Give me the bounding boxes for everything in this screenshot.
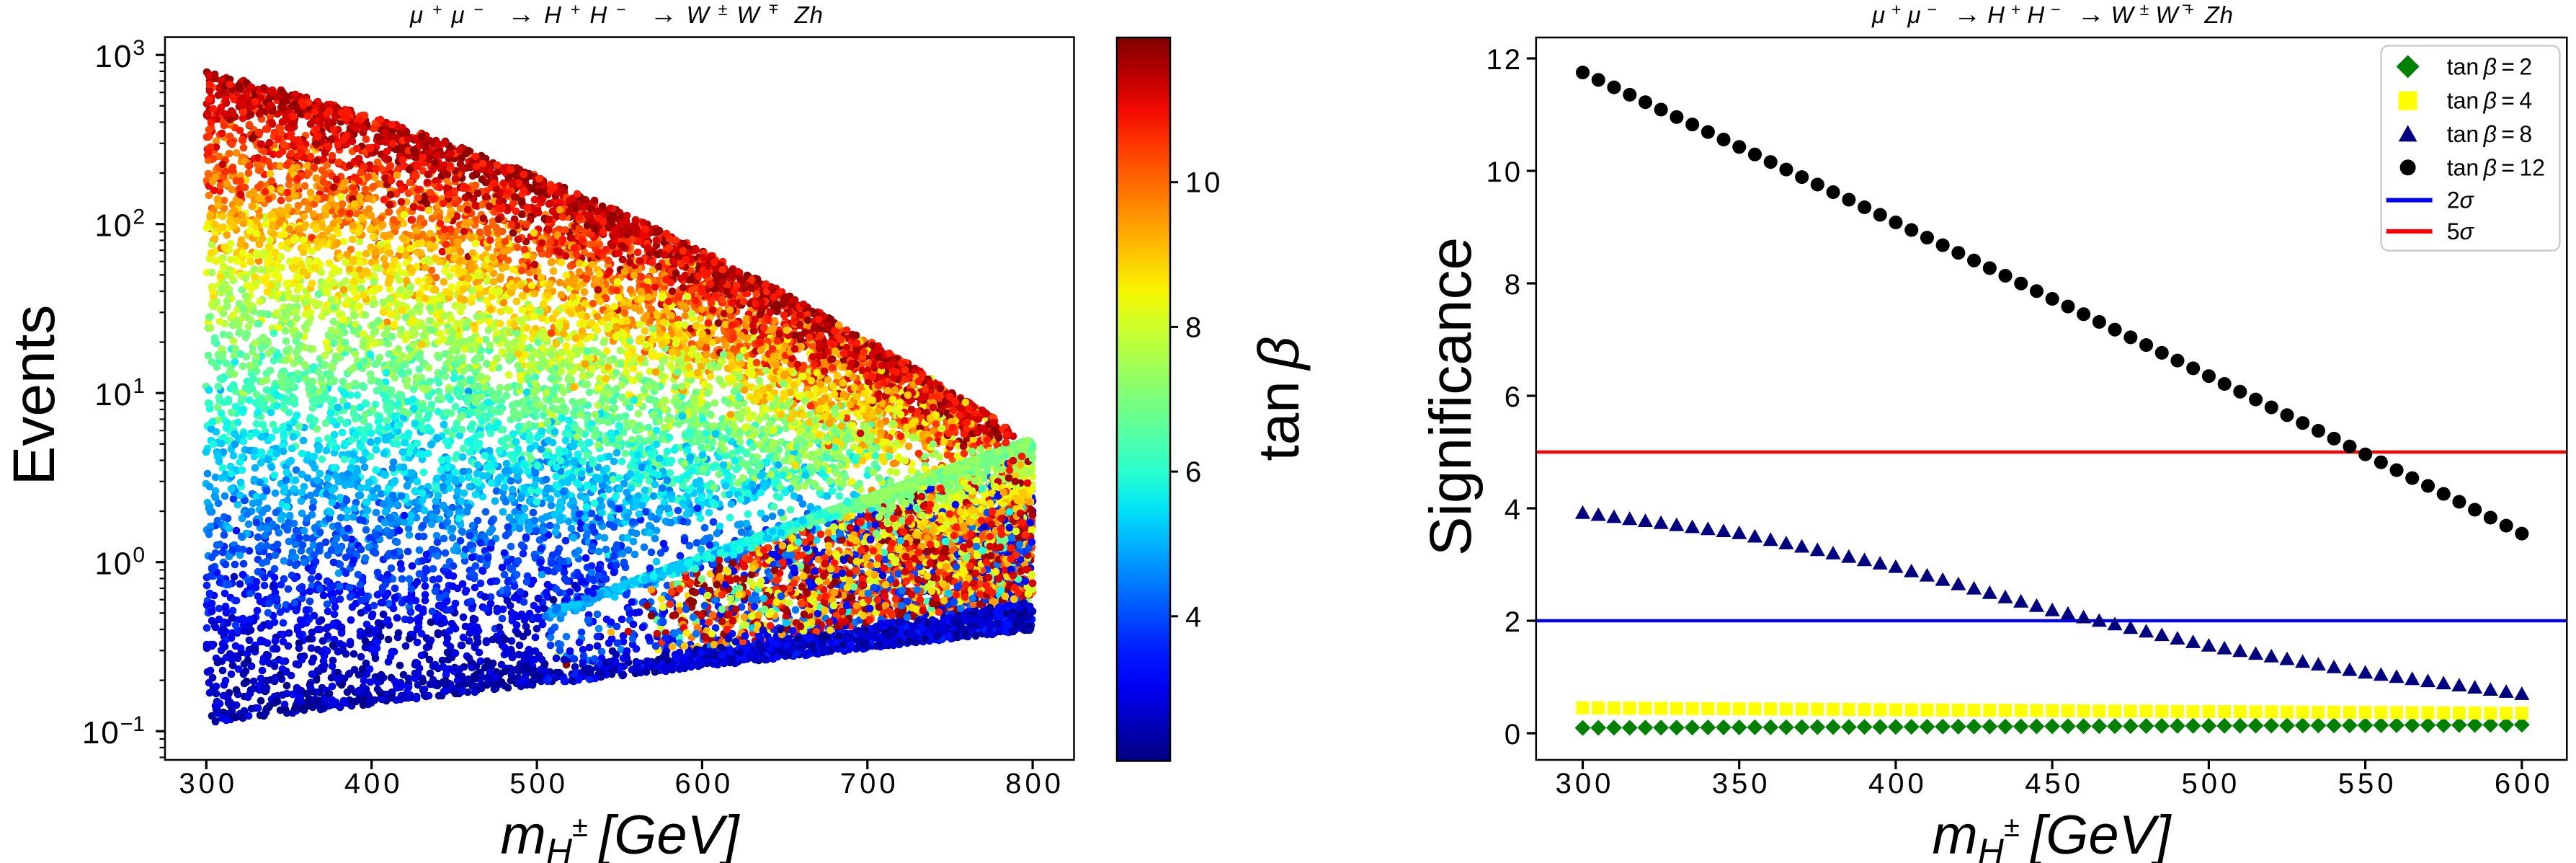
svg-text:6: 6: [1185, 456, 1204, 488]
svg-text:10−1: 10−1: [82, 712, 145, 751]
svg-text:tan β = 8: tan β = 8: [2447, 121, 2532, 147]
svg-text:μ+μ−→H+H−→W±W+−Zh: μ+μ− →H+H− →W±W+− Zh: [1871, 0, 2234, 30]
svg-text:10: 10: [1185, 167, 1224, 199]
svg-text:400: 400: [344, 768, 404, 800]
svg-text:102: 102: [94, 205, 145, 244]
svg-text:4: 4: [1185, 601, 1204, 633]
svg-text:Significance: Significance: [1418, 237, 1484, 556]
svg-text:5σ: 5σ: [2447, 218, 2475, 244]
svg-text:10: 10: [1487, 156, 1523, 188]
svg-text:400: 400: [1868, 768, 1927, 800]
svg-text:2σ: 2σ: [2447, 187, 2475, 213]
svg-text:8: 8: [1505, 269, 1523, 301]
svg-text:450: 450: [2025, 768, 2084, 800]
svg-text:700: 700: [840, 768, 899, 800]
svg-text:Events: Events: [1, 305, 67, 486]
svg-text:6: 6: [1505, 381, 1523, 413]
svg-text:550: 550: [2338, 768, 2397, 800]
svg-text:tan β = 12: tan β = 12: [2447, 154, 2545, 180]
svg-text:500: 500: [509, 768, 569, 800]
svg-text:tan β = 4: tan β = 4: [2447, 88, 2532, 114]
svg-text:tan β: tan β: [1247, 337, 1311, 461]
svg-text:tan β = 2: tan β = 2: [2447, 53, 2532, 79]
svg-text:600: 600: [2495, 768, 2554, 800]
svg-text:0: 0: [1505, 719, 1523, 751]
svg-text:μ+μ−→H+H−→W±W+−Zh: μ+μ− →H+H− →W±W+− Zh: [409, 0, 824, 30]
svg-text:8: 8: [1185, 311, 1204, 343]
svg-text:600: 600: [675, 768, 734, 800]
svg-text:mH± [GeV]: mH± [GeV]: [1933, 805, 2172, 863]
svg-text:mH± [GeV]: mH± [GeV]: [501, 805, 741, 863]
svg-text:2: 2: [1505, 606, 1523, 638]
svg-text:500: 500: [2182, 768, 2241, 800]
svg-text:800: 800: [1005, 768, 1064, 800]
svg-text:350: 350: [1712, 768, 1771, 800]
svg-text:12: 12: [1487, 44, 1523, 76]
svg-text:4: 4: [1505, 494, 1523, 526]
svg-text:300: 300: [1556, 768, 1615, 800]
svg-text:300: 300: [179, 768, 238, 800]
